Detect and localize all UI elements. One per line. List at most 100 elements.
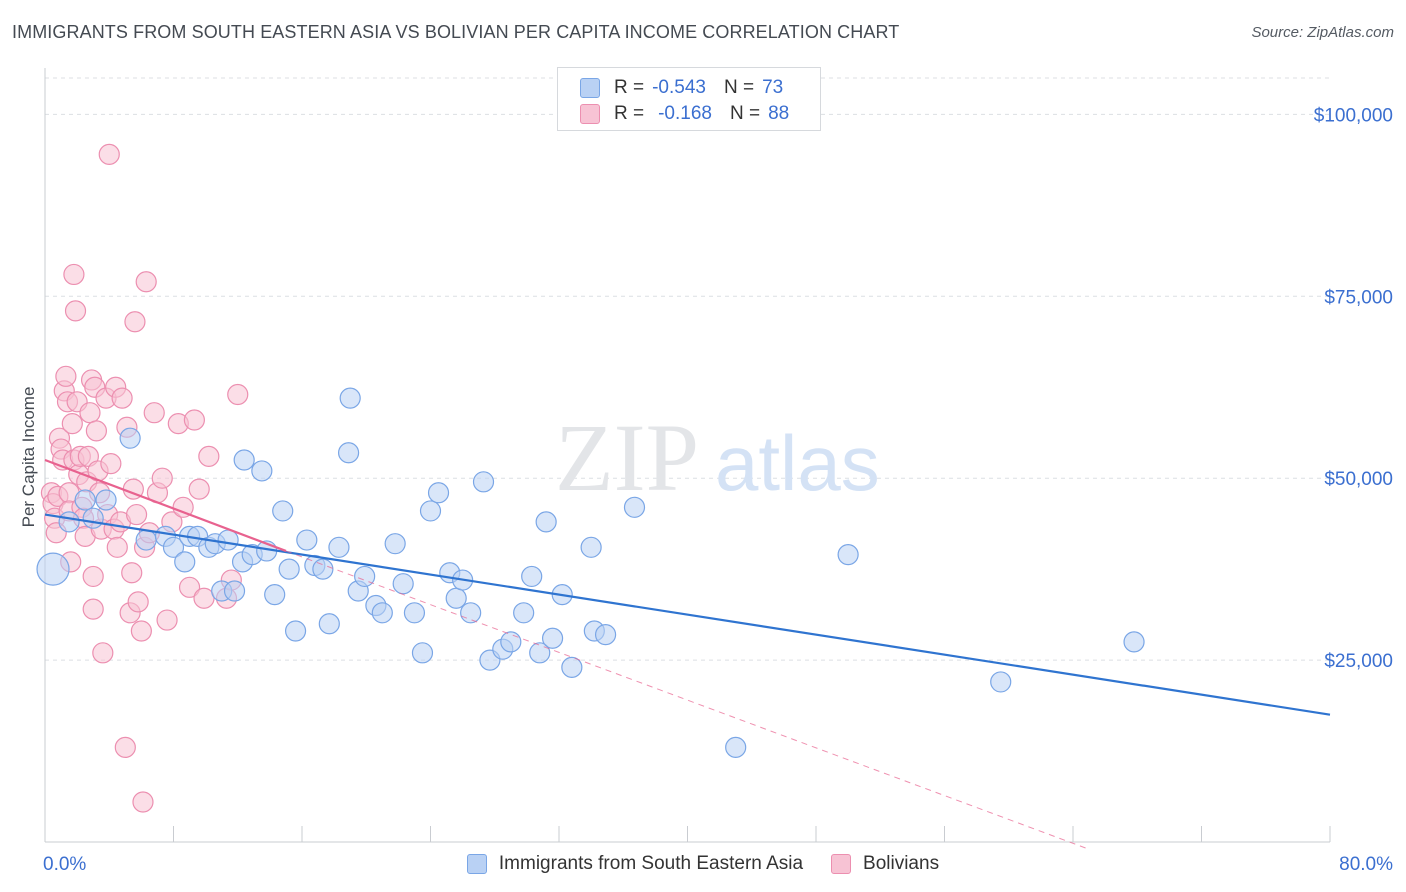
legend-swatch-blue: [466, 854, 487, 874]
sea-point: [623, 496, 646, 518]
sea-point: [521, 565, 543, 588]
sea-point: [725, 736, 747, 759]
sea-point: [251, 460, 273, 482]
bolivians-point: [114, 736, 136, 759]
sea-point: [427, 482, 450, 504]
sea-point: [460, 602, 482, 624]
sea-points: [36, 387, 1145, 759]
sea-point: [223, 580, 246, 602]
sea-point: [529, 642, 551, 664]
sea-point: [119, 427, 141, 449]
legend-item-sea[interactable]: Immigrants from South Eastern Asia: [466, 853, 804, 875]
bolivians-point: [188, 478, 210, 500]
sea-point: [1123, 631, 1145, 653]
stats-row-sea: R = -0.543 N = 73: [580, 76, 783, 100]
legend-swatch-pink: [580, 104, 600, 124]
legend-item-bolivians[interactable]: Bolivians: [831, 853, 939, 875]
bolivians-point: [156, 609, 178, 631]
legend-label-bolivians: Bolivians: [863, 853, 940, 874]
sea-point: [272, 500, 294, 522]
sea-point: [472, 471, 495, 493]
sea-point: [296, 529, 318, 551]
bolivians-point: [178, 576, 201, 598]
sea-point: [174, 551, 196, 573]
bolivians-point: [227, 383, 249, 406]
r-label: R =: [614, 77, 645, 98]
bolivians-trend-extension: [285, 550, 1090, 850]
sea-point: [74, 489, 96, 511]
sea-point: [392, 573, 414, 595]
sea-point: [328, 536, 350, 558]
sea-point: [371, 602, 393, 624]
sea-point: [339, 387, 361, 409]
bolivians-point: [125, 503, 148, 526]
sea-point: [535, 511, 557, 533]
sea-point: [318, 613, 340, 635]
y-axis-label: Per Capita Income: [19, 387, 38, 528]
legend-swatch-pink: [831, 854, 852, 874]
sea-point: [403, 602, 426, 624]
bolivians-point: [82, 598, 104, 620]
n-label: N =: [723, 77, 755, 98]
bolivians-point: [61, 413, 83, 435]
bolivians-point: [198, 445, 220, 467]
sea-point: [580, 536, 602, 558]
y-tick-label: $50,000: [1324, 469, 1393, 490]
sea-point: [354, 565, 376, 588]
sea-point: [278, 558, 300, 580]
legend-label-sea: Immigrants from South Eastern Asia: [498, 853, 804, 874]
x-tick-label: 80.0%: [1339, 854, 1393, 875]
r-label: R =: [614, 103, 645, 124]
bolivians-point: [193, 587, 215, 609]
sea-point: [36, 552, 70, 586]
bolivians-point: [63, 263, 85, 286]
bolivians-point: [98, 143, 120, 165]
sea-point: [135, 529, 157, 551]
n-value: 73: [762, 77, 784, 98]
watermark-zip: ZIP: [555, 404, 699, 511]
n-label: N =: [729, 103, 761, 124]
bolivians-point: [77, 445, 99, 467]
x-tick-label: 0.0%: [43, 854, 86, 875]
sea-point: [217, 529, 239, 551]
source-credit: Source: ZipAtlas.com: [1251, 24, 1394, 41]
bolivians-point: [79, 402, 101, 424]
sea-point: [541, 627, 564, 649]
watermark-atlas: atlas: [715, 419, 880, 507]
sea-point: [513, 602, 535, 624]
sea-point: [837, 543, 859, 566]
legend-swatch-blue: [580, 78, 600, 98]
bolivians-point: [151, 467, 173, 489]
sea-point: [82, 507, 104, 529]
bolivians-point: [135, 271, 157, 293]
bolivians-point: [85, 420, 108, 442]
bolivians-point: [121, 562, 143, 584]
sea-trend-line: [44, 513, 1331, 716]
sea-point: [411, 642, 434, 664]
sea-point: [162, 536, 185, 558]
stats-legend: R = -0.543 N = 73 R = -0.168 N = 88: [557, 67, 821, 131]
sea-point: [284, 620, 307, 642]
sea-point: [990, 671, 1012, 693]
sea-point: [264, 584, 286, 606]
sea-point: [500, 631, 522, 653]
y-tick-label: $25,000: [1324, 651, 1393, 672]
n-value: 88: [768, 103, 790, 124]
y-tick-label: $75,000: [1324, 287, 1393, 308]
y-tick-label: $100,000: [1314, 105, 1393, 126]
bolivians-point: [132, 791, 154, 813]
bolivians-point: [143, 402, 165, 424]
stats-row-bolivians: R = -0.168 N = 88: [580, 102, 789, 126]
sea-point: [561, 656, 583, 678]
sea-point: [233, 449, 255, 471]
sea-point: [95, 489, 117, 511]
bolivians-point: [130, 620, 152, 642]
series-legend: Immigrants from South Eastern Asia Boliv…: [0, 851, 1406, 877]
bolivians-point: [100, 453, 122, 475]
r-value: -0.543: [652, 77, 706, 98]
bolivians-trend-line: [44, 458, 287, 552]
chart-title: IMMIGRANTS FROM SOUTH EASTERN ASIA VS BO…: [12, 22, 900, 42]
x-tick-labels: 0.0% 80.0%: [43, 854, 1393, 875]
axes: [44, 68, 1331, 843]
sea-point: [337, 442, 360, 464]
